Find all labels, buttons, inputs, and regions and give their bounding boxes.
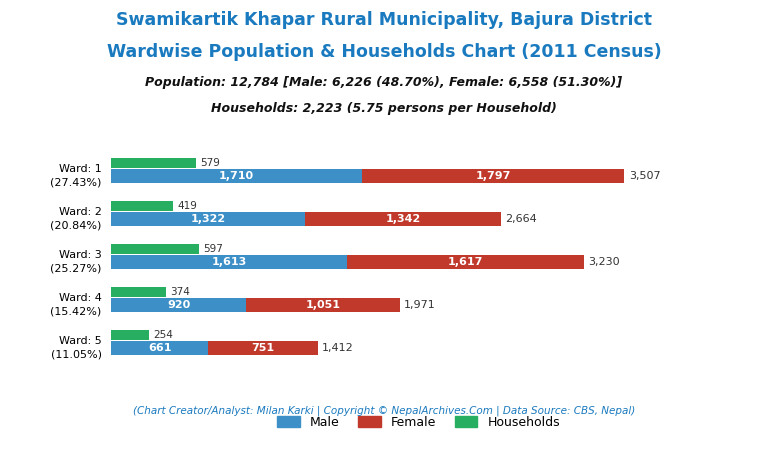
Text: 1,710: 1,710 (219, 171, 254, 181)
Bar (362, 169, 624, 183)
Bar (111, 330, 148, 339)
Bar (111, 158, 196, 168)
Bar (208, 341, 318, 355)
Text: 1,051: 1,051 (306, 300, 340, 310)
Bar (111, 202, 173, 211)
Text: 1,613: 1,613 (212, 257, 247, 267)
Text: 751: 751 (251, 343, 274, 353)
Text: 374: 374 (170, 287, 190, 297)
Text: 419: 419 (177, 201, 197, 211)
Bar (111, 212, 305, 226)
Text: 1,342: 1,342 (386, 214, 421, 224)
Bar (111, 298, 246, 312)
Bar (111, 244, 199, 254)
Text: 1,412: 1,412 (323, 343, 354, 353)
Text: 3,230: 3,230 (588, 257, 620, 267)
Text: 2,664: 2,664 (505, 214, 537, 224)
Text: Population: 12,784 [Male: 6,226 (48.70%), Female: 6,558 (51.30%)]: Population: 12,784 [Male: 6,226 (48.70%)… (145, 76, 623, 89)
Text: 1,971: 1,971 (404, 300, 435, 310)
Bar (111, 341, 208, 355)
Text: 661: 661 (148, 343, 171, 353)
Text: 1,797: 1,797 (475, 171, 511, 181)
Text: 579: 579 (200, 158, 220, 168)
Bar (347, 255, 584, 269)
Text: 3,507: 3,507 (629, 171, 660, 181)
Text: 254: 254 (153, 330, 173, 340)
Bar (111, 287, 166, 297)
Text: 597: 597 (203, 244, 223, 254)
Bar (246, 298, 399, 312)
Text: 1,322: 1,322 (190, 214, 226, 224)
Text: (Chart Creator/Analyst: Milan Karki | Copyright © NepalArchives.Com | Data Sourc: (Chart Creator/Analyst: Milan Karki | Co… (133, 405, 635, 416)
Text: 920: 920 (167, 300, 190, 310)
Bar (305, 212, 501, 226)
Text: Households: 2,223 (5.75 persons per Household): Households: 2,223 (5.75 persons per Hous… (211, 102, 557, 115)
Bar (111, 255, 347, 269)
Text: 1,617: 1,617 (448, 257, 483, 267)
Text: Swamikartik Khapar Rural Municipality, Bajura District: Swamikartik Khapar Rural Municipality, B… (116, 11, 652, 29)
Legend: Male, Female, Households: Male, Female, Households (272, 411, 565, 434)
Bar (111, 169, 362, 183)
Text: Wardwise Population & Households Chart (2011 Census): Wardwise Population & Households Chart (… (107, 43, 661, 61)
